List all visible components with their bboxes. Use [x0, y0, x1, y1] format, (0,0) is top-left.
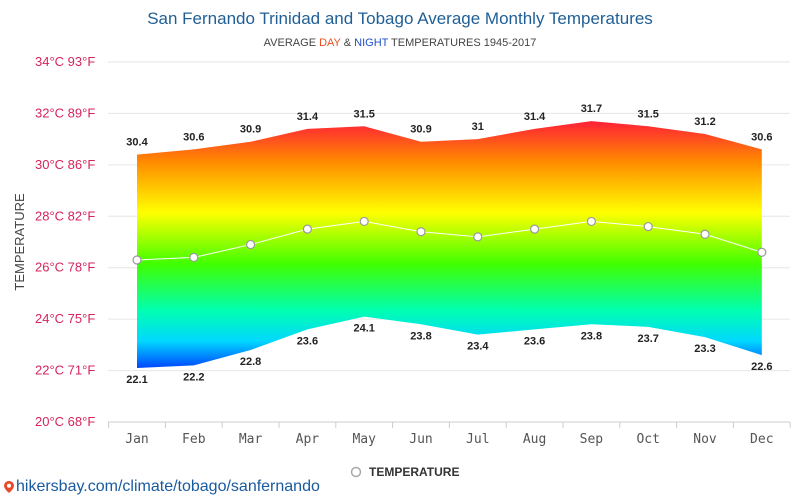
- average-point: [586, 216, 597, 227]
- average-point: [132, 255, 142, 265]
- location-pin-icon: [4, 481, 14, 493]
- average-point: [700, 229, 710, 239]
- y-tick-label: 30°C 86°F: [35, 157, 95, 172]
- day-value-label: 30.4: [126, 137, 148, 149]
- day-value-label: 30.6: [183, 131, 204, 143]
- average-point: [359, 216, 369, 227]
- y-tick-label: 32°C 89°F: [35, 105, 95, 120]
- legend-label: TEMPERATURE: [369, 465, 459, 479]
- average-temperature-line: [136, 220, 762, 261]
- night-temperature-labels: 22.1 22.2 22.8 23.6 24.1 23.8 23.4 23.6 23.8 23.7…: [126, 323, 772, 386]
- subtitle-suffix: TEMPERATURES 1945-2017: [388, 37, 536, 49]
- x-tick-label: May: [352, 432, 376, 447]
- average-point: [302, 224, 312, 234]
- x-tick-label: Oct: [636, 432, 659, 447]
- day-value-label: 31.5: [637, 108, 658, 120]
- y-tick-label: 24°C 75°F: [35, 311, 95, 326]
- x-tick-label: Jan: [125, 432, 148, 447]
- day-value-label: 30.9: [240, 124, 261, 136]
- average-point: [416, 227, 426, 237]
- x-tick-label: Mar: [239, 432, 263, 447]
- subtitle-day: DAY: [319, 37, 341, 49]
- y-tick-label: 28°C 82°F: [35, 208, 95, 223]
- x-tick-label: Apr: [296, 432, 320, 447]
- x-tick-label: Aug: [523, 432, 546, 447]
- y-tick-label: 20°C 68°F: [35, 414, 95, 429]
- y-axis-label: TEMPERATURE: [12, 193, 27, 291]
- chart-subtitle: AVERAGE DAY & NIGHT TEMPERATURES 1945-20…: [264, 37, 537, 49]
- day-value-label: 30.9: [410, 124, 431, 136]
- average-point: [757, 247, 767, 257]
- night-value-label: 22.1: [126, 374, 147, 386]
- legend-marker-icon: [350, 466, 362, 478]
- x-tick-label: Feb: [182, 432, 206, 447]
- average-point: [189, 252, 199, 263]
- footer-url[interactable]: hikersbay.com/climate/tobago/sanfernando: [16, 478, 320, 495]
- average-temperature-points: [132, 216, 767, 265]
- y-tick-label: 26°C 78°F: [35, 260, 95, 275]
- average-point: [246, 239, 256, 250]
- day-temperature-labels: 30.4 30.6 30.9 31.4 31.5 30.9 31 31.4 31.7 31.5 31…: [126, 103, 772, 148]
- x-tick-label: Jun: [409, 432, 432, 447]
- chart-title: San Fernando Trinidad and Tobago Average…: [147, 9, 653, 28]
- temperature-band: [137, 121, 762, 369]
- day-value-label: 31.4: [297, 111, 319, 123]
- average-point: [473, 232, 483, 242]
- chart-legend: TEMPERATURE: [350, 465, 459, 479]
- night-value-label: 23.8: [410, 330, 431, 342]
- average-point: [529, 224, 540, 234]
- footer-source[interactable]: hikersbay.com/climate/tobago/sanfernando: [4, 478, 320, 496]
- night-value-label: 23.6: [297, 335, 318, 347]
- x-tick-label: Nov: [693, 432, 717, 447]
- y-axis-ticks: 34°C 93°F 32°C 89°F 30°C 86°F 28°C 82°F 26°C…: [35, 54, 95, 429]
- day-value-label: 31.2: [694, 116, 715, 128]
- night-value-label: 23.3: [694, 343, 715, 355]
- y-tick-label: 22°C 71°F: [35, 363, 95, 378]
- night-value-label: 23.4: [467, 341, 489, 353]
- night-value-label: 22.2: [183, 371, 204, 383]
- day-value-label: 30.6: [751, 131, 772, 143]
- x-tick-label: Dec: [750, 432, 773, 447]
- subtitle-prefix: AVERAGE: [264, 37, 319, 49]
- subtitle-mid: &: [341, 37, 354, 49]
- night-value-label: 23.7: [637, 333, 658, 345]
- average-point: [643, 221, 653, 232]
- day-value-label: 31.5: [353, 108, 374, 120]
- night-value-label: 22.8: [240, 356, 261, 368]
- y-tick-label: 34°C 93°F: [35, 54, 95, 69]
- x-axis-ticks: Jan Feb Mar Apr May Jun Jul Aug Sep Oct Nov Dec: [108, 422, 791, 447]
- night-value-label: 24.1: [353, 323, 374, 335]
- x-tick-label: Jul: [466, 432, 489, 447]
- subtitle-night: NIGHT: [354, 37, 389, 49]
- night-value-label: 23.6: [524, 335, 545, 347]
- day-value-label: 31.4: [524, 111, 546, 123]
- x-tick-label: Sep: [580, 432, 604, 447]
- day-value-label: 31: [472, 121, 484, 133]
- night-value-label: 22.6: [751, 361, 772, 373]
- day-value-label: 31.7: [581, 103, 602, 115]
- night-value-label: 23.8: [581, 330, 602, 342]
